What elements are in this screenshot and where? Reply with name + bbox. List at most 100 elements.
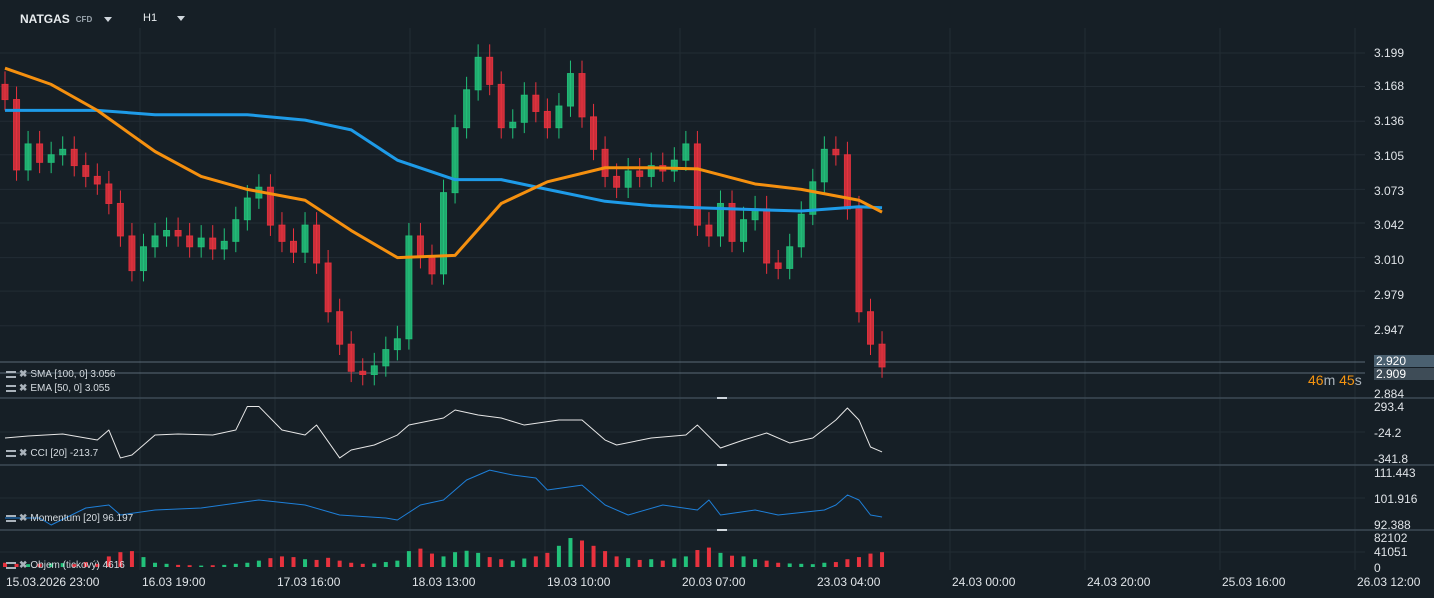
legend-volume: ✖ Objem (tickový) 4616 (6, 560, 125, 571)
pane-resize-handle[interactable] (717, 464, 727, 466)
volume-bar (337, 560, 342, 567)
volume-bar (880, 552, 885, 567)
volume-bar (810, 564, 815, 567)
volume-bar (672, 558, 677, 567)
price-axis-label: 3.199 (1374, 46, 1405, 60)
candle-body (647, 165, 655, 177)
candle-body (867, 311, 874, 345)
close-icon[interactable]: ✖ (19, 369, 28, 380)
volume-bar (245, 562, 250, 567)
volume-bar (533, 556, 538, 567)
settings-icon[interactable] (6, 515, 16, 522)
candle-body (24, 143, 32, 171)
candle-body (797, 213, 805, 248)
momentum-line (5, 469, 883, 526)
candle-body (174, 230, 182, 237)
candle-body (393, 338, 401, 351)
volume-axis-label: 0 (1374, 561, 1381, 575)
volume-bar (26, 564, 31, 567)
volume-bar (49, 563, 54, 567)
volume-bar (718, 552, 723, 567)
volume-bar (787, 563, 792, 567)
candle-body (451, 127, 459, 194)
candle-body (1, 83, 9, 101)
candle-body (728, 202, 736, 242)
time-axis-label: 17.03 16:00 (277, 575, 341, 589)
volume-bar (556, 545, 561, 567)
settings-icon[interactable] (6, 371, 16, 378)
cci-axis-label: -341.8 (1374, 452, 1409, 466)
candle-body (601, 148, 609, 177)
candle-body (463, 89, 471, 129)
candle-body (278, 224, 286, 242)
candle-body (290, 240, 297, 253)
close-icon[interactable]: ✖ (19, 513, 28, 524)
volume-bar (291, 557, 296, 567)
volume-bar (603, 551, 608, 567)
close-icon[interactable]: ✖ (19, 560, 28, 571)
volume-bar (14, 563, 19, 567)
candle-body (266, 186, 274, 226)
volume-bar (822, 562, 827, 567)
candle-body (740, 219, 748, 242)
price-axis-label: 2.979 (1374, 288, 1405, 302)
volume-bar (591, 545, 596, 567)
candle-body (186, 235, 194, 248)
candle-body (832, 148, 840, 156)
time-axis-label: 19.03 10:00 (547, 575, 611, 589)
pane-resize-handle[interactable] (717, 529, 727, 531)
ask-price-tag: 2.920 (1374, 355, 1434, 367)
price-axis-label: 3.136 (1374, 114, 1405, 128)
candle-body (578, 73, 586, 118)
candle-body (128, 235, 136, 272)
candle-body (36, 143, 44, 163)
volume-bar (614, 556, 619, 567)
close-icon[interactable]: ✖ (19, 383, 28, 394)
volume-bar (649, 559, 654, 567)
candle-body (359, 370, 367, 376)
candle-body (878, 343, 886, 368)
symbol-type: CFD (75, 14, 93, 24)
candle-body (809, 181, 817, 215)
candle-body (613, 175, 621, 188)
candle-body (382, 349, 390, 367)
timeframe-selector[interactable]: H1 (143, 12, 186, 24)
candle-body (13, 99, 21, 171)
candle-body (509, 121, 517, 129)
pane-resize-handle[interactable] (717, 397, 727, 399)
volume-bar (637, 559, 642, 567)
sma-line (5, 108, 883, 213)
volume-bar (799, 563, 804, 567)
volume-bar (210, 565, 215, 567)
candle-body (313, 224, 321, 264)
candle-body (820, 148, 828, 183)
candle-body (243, 197, 251, 221)
volume-bar (706, 547, 711, 567)
volume-bar (129, 551, 134, 567)
volume-bar (176, 564, 181, 567)
close-icon[interactable]: ✖ (19, 448, 28, 459)
symbol-selector[interactable]: NATGAS CFD (20, 12, 113, 26)
volume-bar (349, 562, 354, 567)
settings-icon[interactable] (6, 562, 16, 569)
volume-bar (856, 557, 861, 567)
candle-body (197, 237, 205, 248)
candle-body (774, 262, 782, 269)
candle-body (209, 237, 217, 250)
candle-body (151, 235, 159, 248)
candle-body (855, 208, 863, 313)
volume-bar (256, 560, 261, 567)
chevron-down-icon (104, 16, 113, 22)
settings-icon[interactable] (6, 385, 16, 392)
volume-bar (753, 559, 758, 567)
candle-body (786, 246, 794, 269)
settings-icon[interactable] (6, 450, 16, 457)
candle-body (843, 154, 851, 210)
legend-volume-label: Objem (tickový) 4616 (30, 560, 125, 571)
candle-body (428, 257, 436, 275)
legend-momentum-label: Momentum [20] 96.197 (30, 513, 134, 524)
candle-body (163, 230, 171, 237)
ema-line (4, 66, 883, 260)
volume-bar (303, 559, 308, 567)
